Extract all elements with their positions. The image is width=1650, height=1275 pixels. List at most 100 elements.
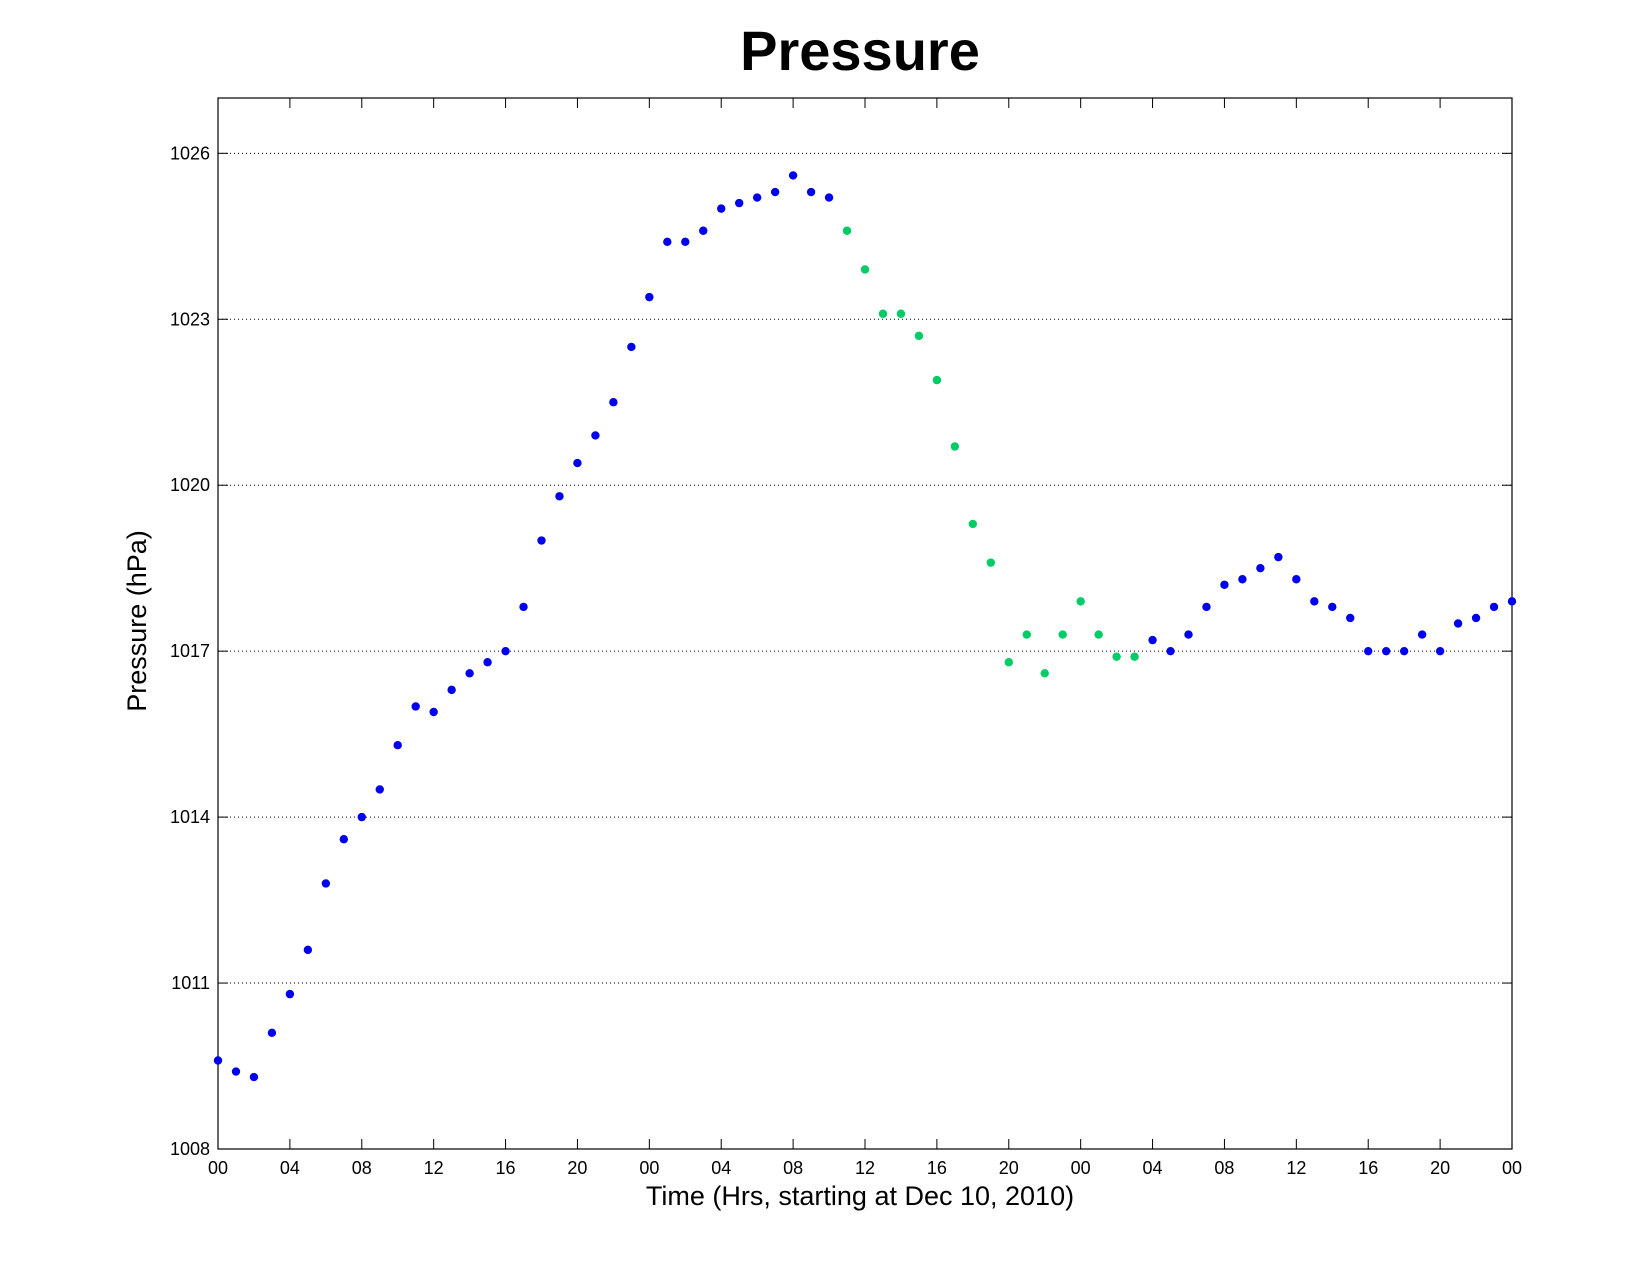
data-point-s0-51 [1435, 646, 1445, 656]
data-point-s0-28 [717, 204, 726, 213]
data-point-s0-37 [1184, 630, 1193, 639]
y-tick-label-4: 1020 [170, 475, 210, 495]
x-tick-label-6: 00 [639, 1158, 659, 1178]
data-point-s0-34 [824, 193, 834, 202]
data-point-s0-29 [734, 198, 744, 208]
data-point-s0-6 [321, 879, 331, 888]
data-point-s0-48 [1381, 646, 1391, 656]
x-tick-label-14: 08 [1214, 1158, 1234, 1178]
x-tick-label-10: 16 [927, 1158, 947, 1178]
data-point-s0-26 [681, 237, 690, 247]
data-point-s0-21 [591, 431, 600, 440]
x-tick-labels: 00 04 08 12 16 20 00 04 08 12 16 20 00 04 08 12 16 20 00 [208, 1158, 1522, 1178]
chart-title: Pressure [740, 19, 980, 82]
data-point-s0-43 [1292, 575, 1301, 584]
data-point-s0-4 [285, 989, 295, 999]
data-point-s0-50 [1417, 630, 1427, 639]
data-points [213, 171, 1517, 1082]
data-point-s0-25 [663, 237, 672, 247]
x-axis-label: Time (Hrs, starting at Dec 10, 2010) [646, 1181, 1074, 1211]
data-point-s1-8 [986, 558, 996, 567]
x-tick-label-17: 20 [1430, 1158, 1450, 1178]
data-point-s0-7 [339, 835, 349, 844]
x-tick-label-3: 12 [424, 1158, 444, 1178]
data-point-s0-11 [411, 702, 420, 711]
y-tick-label-1: 1011 [171, 973, 210, 993]
data-point-s1-11 [1040, 669, 1049, 678]
y-tick-labels: 1008 1011 1014 1017 1020 1023 1026 [170, 143, 210, 1159]
data-point-s0-46 [1346, 613, 1355, 623]
data-point-s0-22 [609, 398, 618, 407]
x-tick-label-1: 04 [280, 1158, 300, 1178]
data-point-s0-32 [788, 171, 798, 180]
grid-lines [218, 152, 1512, 984]
data-point-s0-13 [447, 685, 456, 695]
data-point-s1-6 [950, 442, 960, 451]
data-point-s0-35 [1148, 635, 1157, 645]
data-point-s0-24 [645, 292, 654, 302]
data-point-s1-0 [842, 226, 852, 235]
x-tick-label-9: 12 [855, 1158, 875, 1178]
data-point-s0-3 [267, 1028, 277, 1038]
data-point-s0-49 [1399, 646, 1409, 656]
data-point-s1-7 [968, 519, 978, 529]
data-point-s0-16 [501, 646, 510, 656]
data-point-s0-10 [393, 740, 402, 750]
y-tick-label-2: 1014 [170, 807, 210, 827]
data-point-s0-18 [537, 536, 546, 545]
x-tick-label-8: 08 [783, 1158, 803, 1178]
data-point-s1-16 [1130, 652, 1139, 661]
data-point-s1-1 [860, 265, 870, 274]
x-tick-label-15: 12 [1286, 1158, 1306, 1178]
data-point-s0-40 [1238, 575, 1247, 584]
data-point-s1-2 [878, 309, 888, 318]
data-point-s0-33 [806, 187, 816, 197]
y-axis-label: Pressure (hPa) [122, 530, 152, 712]
data-point-s0-30 [752, 193, 762, 202]
data-point-s0-14 [465, 669, 474, 678]
x-tick-label-7: 04 [711, 1158, 731, 1178]
data-point-s0-17 [519, 602, 528, 612]
y-tick-label-6: 1026 [170, 143, 210, 163]
data-point-s0-31 [770, 187, 780, 197]
data-point-s0-53 [1471, 613, 1481, 623]
x-tick-label-12: 00 [1071, 1158, 1091, 1178]
data-point-s1-13 [1076, 597, 1085, 606]
x-tick-label-18: 00 [1502, 1158, 1522, 1178]
x-tick-label-5: 20 [567, 1158, 587, 1178]
data-point-s0-27 [699, 226, 708, 235]
data-point-s0-55 [1507, 597, 1517, 606]
data-point-s1-14 [1094, 630, 1103, 639]
y-tick-label-0: 1008 [170, 1139, 210, 1159]
plot-frame [217, 97, 1513, 1150]
data-point-s1-4 [914, 331, 924, 341]
data-point-s0-5 [303, 945, 313, 955]
data-point-s0-15 [483, 658, 492, 667]
data-point-s0-9 [375, 785, 384, 794]
x-tick-label-4: 16 [496, 1158, 516, 1178]
y-tick-label-5: 1023 [170, 309, 210, 329]
data-point-s0-47 [1364, 646, 1373, 656]
data-point-s1-3 [896, 309, 906, 318]
data-point-s1-15 [1112, 652, 1121, 661]
data-point-s0-42 [1274, 552, 1283, 562]
x-tick-label-2: 08 [352, 1158, 372, 1178]
data-point-s0-12 [429, 707, 438, 717]
data-point-s1-9 [1004, 658, 1013, 667]
data-point-s0-8 [357, 812, 366, 822]
data-point-s0-0 [213, 1056, 223, 1065]
data-point-s1-10 [1022, 630, 1031, 639]
data-point-s1-12 [1058, 630, 1067, 639]
data-point-s0-20 [573, 458, 582, 468]
data-point-s0-38 [1202, 602, 1211, 612]
data-point-s0-52 [1453, 619, 1463, 628]
data-point-s0-2 [249, 1072, 259, 1082]
x-tick-label-11: 20 [999, 1158, 1019, 1178]
data-point-s1-5 [932, 375, 942, 385]
data-point-s0-19 [555, 492, 564, 501]
y-tick-label-3: 1017 [170, 641, 210, 661]
data-point-s0-44 [1310, 597, 1319, 606]
data-point-s0-1 [231, 1067, 241, 1076]
data-point-s0-36 [1166, 646, 1175, 656]
